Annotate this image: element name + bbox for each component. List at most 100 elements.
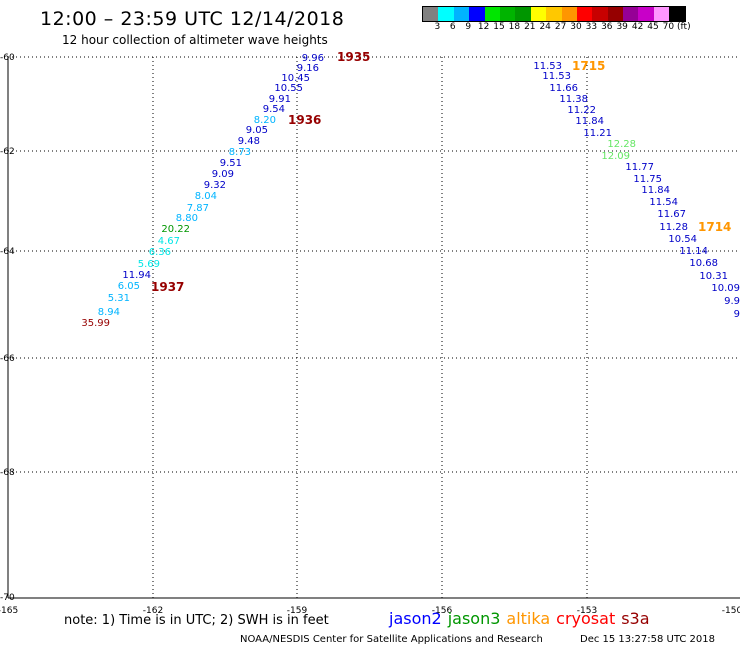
wave-height-label: 12.28	[607, 139, 636, 150]
page-title: 12:00 – 23:59 UTC 12/14/2018	[40, 8, 345, 30]
wave-height-label: 11.53	[542, 71, 571, 82]
credit-text: NOAA/NESDIS Center for Satellite Applica…	[240, 634, 543, 645]
colorbar-tick-label: 33	[585, 22, 598, 32]
lon-tick-label: -153	[577, 606, 597, 616]
colorbar-tick-label: (ft)	[677, 22, 691, 32]
wave-height-label: 11.77	[625, 162, 654, 173]
lon-tick-label: -156	[432, 606, 453, 616]
pass-time-label: 1714	[698, 220, 731, 234]
wave-height-label: 9.51	[220, 158, 242, 169]
wave-height-label: 9.96	[302, 53, 324, 64]
wave-height-label: 10.09	[711, 283, 740, 294]
colorbar-swatch	[592, 7, 608, 21]
colorbar-tick-label: 70	[662, 22, 675, 32]
colorbar-tick-label: 3	[434, 22, 441, 32]
pass-time-label: 1936	[288, 113, 321, 127]
colorbar-swatch	[546, 7, 562, 21]
colorbar-tick-label: 27	[554, 22, 567, 32]
wave-height-label: 10.68	[689, 258, 718, 269]
colorbar-swatch	[561, 7, 577, 21]
wave-height-label: 11.94	[122, 270, 151, 281]
colorbar-tick-label: 12	[477, 22, 490, 32]
colorbar-swatch	[607, 7, 624, 21]
colorbar-swatch	[484, 7, 500, 21]
lon-tick-label: -165	[0, 606, 18, 616]
colorbar-tick-label: 21	[524, 22, 536, 32]
wave-height-label: 9.91	[269, 94, 291, 105]
legend-entry-jason2: jason2	[389, 609, 442, 628]
colorbar-swatch	[576, 7, 593, 21]
lon-tick-label: -162	[143, 606, 163, 616]
lat-tick-label: -60	[0, 53, 15, 63]
legend-entry-cryosat: cryosat	[556, 609, 616, 628]
wave-height-colorbar	[422, 6, 686, 22]
lat-tick-label: -68	[0, 468, 15, 478]
colorbar-swatch	[623, 7, 639, 21]
wave-height-label: 11.67	[657, 209, 686, 220]
lon-tick-label: -159	[287, 606, 308, 616]
colorbar-tick-label: 18	[508, 22, 521, 32]
colorbar-swatch	[638, 7, 654, 21]
wave-height-label: 11.22	[567, 105, 596, 116]
wave-height-label: 6.36	[149, 247, 171, 258]
lat-tick-label: -62	[0, 147, 15, 157]
wave-height-label: 11.38	[559, 94, 588, 105]
wave-height-label: 10.54	[668, 234, 697, 245]
colorbar-swatch	[653, 7, 670, 21]
colorbar-tick-label: 15	[493, 22, 505, 32]
wave-height-label: 11.84	[641, 185, 670, 196]
wave-height-label: 9.9	[724, 296, 740, 307]
timestamp-text: Dec 15 13:27:58 UTC 2018	[580, 634, 715, 645]
satellite-legend: jason2 jason3 altika cryosat s3a	[389, 609, 656, 628]
colorbar-tick-label: 39	[616, 22, 628, 32]
colorbar-swatch	[499, 7, 516, 21]
wave-height-label: 9.54	[263, 104, 285, 115]
wave-height-label: 11.53	[533, 61, 562, 72]
wave-height-label: 9.48	[238, 136, 260, 147]
colorbar-swatch	[438, 7, 454, 21]
colorbar-swatch	[453, 7, 470, 21]
pass-time-label: 1935	[337, 50, 370, 64]
wave-height-label: 20.22	[161, 224, 190, 235]
colorbar-tick-label: 24	[539, 22, 551, 32]
colorbar-swatch	[530, 7, 547, 21]
wave-height-label: 10.45	[281, 73, 310, 84]
wave-height-label: 12.09	[601, 151, 630, 162]
colorbar-swatch	[515, 7, 531, 21]
page-subtitle: 12 hour collection of altimeter wave hei…	[62, 33, 328, 47]
colorbar-tick-label: 42	[631, 22, 644, 32]
lat-tick-label: -70	[0, 593, 15, 603]
wave-height-label: 9.05	[246, 125, 268, 136]
wave-height-label: 8.20	[254, 115, 276, 126]
lon-tick-label: -150	[722, 606, 740, 616]
legend-entry-altika: altika	[506, 609, 551, 628]
lat-tick-label: -66	[0, 354, 15, 364]
wave-height-label: 11.66	[549, 83, 578, 94]
wave-height-label: 4.67	[158, 236, 180, 247]
wave-height-label: 8.73	[229, 147, 251, 158]
wave-height-label: 9.32	[204, 180, 226, 191]
colorbar-swatch	[469, 7, 485, 21]
wave-height-label: 9.09	[212, 169, 234, 180]
wave-height-label: 11.54	[649, 197, 678, 208]
wave-height-label: 8.80	[176, 213, 198, 224]
legend-entry-jason3: jason3	[447, 609, 501, 628]
colorbar-tick-label: 36	[601, 22, 613, 32]
pass-time-label: 1715	[572, 59, 605, 73]
wave-height-label: 10.55	[274, 83, 303, 94]
colorbar-tick-label: 6	[449, 22, 456, 32]
legend-entry-s3a: s3a	[621, 609, 650, 628]
wave-height-label: 11.75	[633, 174, 662, 185]
wave-height-label: 11.28	[659, 222, 688, 233]
wave-height-label: 11.21	[583, 128, 612, 139]
colorbar-tick-label: 9	[465, 22, 472, 32]
colorbar-tick-label: 30	[570, 22, 582, 32]
colorbar-swatch	[423, 7, 439, 21]
wave-height-label: 35.99	[81, 318, 110, 329]
wave-height-label: 9.16	[297, 63, 319, 74]
wave-height-label: 8.04	[195, 191, 217, 202]
pass-time-label: 1937	[151, 280, 184, 294]
wave-height-label: 9	[734, 309, 740, 320]
colorbar-swatch	[669, 7, 685, 21]
